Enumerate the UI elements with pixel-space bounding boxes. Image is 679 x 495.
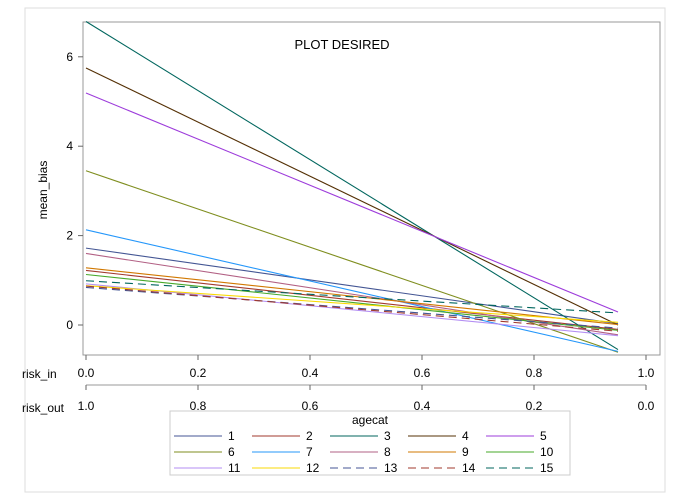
legend-label-12: 12 bbox=[306, 461, 320, 475]
legend-title: agecat bbox=[352, 413, 389, 427]
series-line-8 bbox=[85, 252, 619, 336]
series-line-12 bbox=[85, 285, 619, 323]
series-line-4 bbox=[85, 67, 619, 326]
chart-title: PLOT DESIRED bbox=[294, 37, 389, 52]
series-line-1 bbox=[85, 247, 619, 325]
legend-label-15: 15 bbox=[540, 461, 554, 475]
y-tick-label: 0 bbox=[66, 318, 73, 332]
legend-label-4: 4 bbox=[462, 429, 469, 443]
y-tick-label: 2 bbox=[66, 229, 73, 243]
legend-label-6: 6 bbox=[228, 445, 235, 459]
series-line-13 bbox=[85, 286, 619, 329]
series-line-9 bbox=[85, 267, 619, 326]
outer-frame bbox=[24, 7, 666, 493]
legend-label-11: 11 bbox=[228, 461, 241, 475]
x2-tick-label: 0.0 bbox=[638, 399, 655, 413]
y-axis-label: mean_bias bbox=[36, 161, 50, 220]
x-tick-label: 0.6 bbox=[414, 366, 431, 380]
x2-axis-label: risk_out bbox=[22, 401, 65, 415]
series-line-15 bbox=[85, 280, 619, 314]
x2-tick-label: 1.0 bbox=[78, 399, 95, 413]
series-line-14 bbox=[85, 285, 619, 332]
x2-tick-label: 0.6 bbox=[302, 399, 319, 413]
legend bbox=[169, 410, 571, 476]
legend-label-14: 14 bbox=[462, 461, 476, 475]
legend-label-2: 2 bbox=[306, 429, 313, 443]
series-line-5 bbox=[85, 92, 619, 313]
legend-label-13: 13 bbox=[384, 461, 398, 475]
x-axis-label: risk_in bbox=[22, 367, 57, 381]
series-line-11 bbox=[85, 283, 619, 337]
legend-label-7: 7 bbox=[306, 445, 313, 459]
x-tick-label: 1.0 bbox=[638, 366, 655, 380]
y-tick-label: 4 bbox=[66, 139, 73, 153]
legend-label-5: 5 bbox=[540, 429, 547, 443]
series-line-10 bbox=[85, 273, 619, 331]
legend-label-10: 10 bbox=[540, 445, 554, 459]
x-tick-label: 0.2 bbox=[190, 366, 207, 380]
plot-frame bbox=[82, 21, 661, 356]
legend-label-3: 3 bbox=[384, 429, 391, 443]
series-line-2 bbox=[85, 269, 619, 331]
series-line-3 bbox=[85, 21, 619, 351]
x2-tick-label: 0.2 bbox=[526, 399, 543, 413]
x-tick-label: 0.4 bbox=[302, 366, 319, 380]
legend-label-1: 1 bbox=[228, 429, 235, 443]
x2-tick-label: 0.4 bbox=[414, 399, 431, 413]
x-tick-label: 0.8 bbox=[526, 366, 543, 380]
y-tick-label: 6 bbox=[66, 50, 73, 64]
series-line-6 bbox=[85, 170, 619, 353]
series-line-7 bbox=[85, 229, 619, 352]
x-tick-label: 0.0 bbox=[78, 366, 95, 380]
x2-tick-label: 0.8 bbox=[190, 399, 207, 413]
legend-label-9: 9 bbox=[462, 445, 469, 459]
legend-label-8: 8 bbox=[384, 445, 391, 459]
